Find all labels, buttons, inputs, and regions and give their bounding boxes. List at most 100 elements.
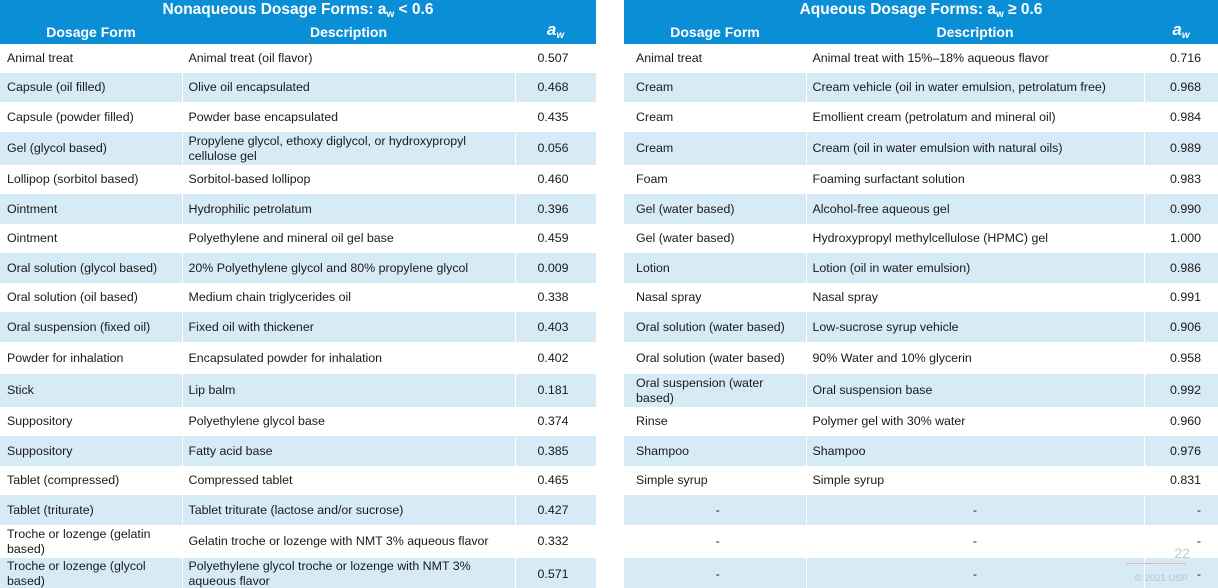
title-threshold: < 0.6 [394,1,434,18]
description-cell: Animal treat (oil flavor) [182,44,516,73]
table-row: --- [624,495,1218,525]
aw-value-cell: 0.385 [515,436,596,466]
dosage-form-cell: Troche or lozenge (glycol based) [0,558,183,588]
col-header-dosage-form: Dosage Form [670,24,760,40]
dosage-form-cell: Cream [624,132,807,165]
aw-value-cell: 0.396 [515,194,596,224]
aw-value-cell: 0.056 [515,132,596,165]
description-cell: Olive oil encapsulated [182,73,516,102]
description-cell: Foaming surfactant solution [806,165,1145,194]
table-row: Oral suspension (water based) Oral suspen… [624,374,1218,407]
dosage-form-cell: Stick [0,374,183,407]
aw-value-cell: 0.716 [1144,44,1218,73]
description-cell: - [806,525,1145,558]
aw-value-cell: - [1144,495,1218,525]
dosage-form-cell: Gel (water based) [624,194,807,224]
description-cell: Medium chain triglycerides oil [182,283,516,312]
table-row: Capsule (oil filled) Olive oil encapsulat… [0,73,596,102]
aqueous-table: Dosage Form Description aw Animal treat A… [624,21,1218,588]
aw-value-cell: - [1144,525,1218,558]
aw-value-cell: 0.990 [1144,194,1218,224]
table-row: Nasal spray Nasal spray 0.991 [624,283,1218,312]
dosage-form-cell: Powder for inhalation [0,342,183,374]
dosage-form-cell: Rinse [624,407,807,436]
description-cell: - [806,558,1145,588]
nonaqueous-panel: Nonaqueous Dosage Forms: aw < 0.6 Dosage… [0,0,596,588]
dosage-form-cell: Shampoo [624,436,807,466]
table-row: Simple syrup Simple syrup 0.831 [624,466,1218,495]
aw-value-cell: 0.960 [1144,407,1218,436]
aw-value-cell: 0.986 [1144,253,1218,283]
dosage-form-cell: Tablet (triturate) [0,495,183,525]
col-header-aw: aw [1144,21,1218,44]
aw-value-cell: 0.427 [515,495,596,525]
description-cell: Polyethylene glycol base [182,407,516,436]
dosage-form-cell: - [624,525,807,558]
dosage-form-cell: Tablet (compressed) [0,466,183,495]
description-cell: Oral suspension base [806,374,1145,407]
aw-value-cell: 0.338 [515,283,596,312]
dosage-form-cell: Cream [624,102,807,132]
table-row: Suppository Polyethylene glycol base 0.374 [0,407,596,436]
dosage-form-cell: Gel (water based) [624,224,807,253]
table-row: Oral solution (oil based) Medium chain tr… [0,283,596,312]
aw-value-cell: 0.460 [515,165,596,194]
aw-value-cell: 0.984 [1144,102,1218,132]
aw-value-cell: 0.468 [515,73,596,102]
dosage-form-cell: Lotion [624,253,807,283]
description-cell: Lotion (oil in water emulsion) [806,253,1145,283]
table-row: Ointment Polyethylene and mineral oil gel… [0,224,596,253]
aw-value-cell: 0.983 [1144,165,1218,194]
dosage-form-cell: Suppository [0,407,183,436]
description-cell: Gelatin troche or lozenge with NMT 3% aq… [182,525,516,558]
aw-value-cell: 0.374 [515,407,596,436]
description-cell: Polyethylene and mineral oil gel base [182,224,516,253]
description-cell: - [806,495,1145,525]
description-cell: 90% Water and 10% glycerin [806,342,1145,374]
description-cell: Hydroxypropyl methylcellulose (HPMC) gel [806,224,1145,253]
aw-value-cell: 0.403 [515,312,596,342]
table-row: Troche or lozenge (glycol based) Polyethy… [0,558,596,588]
dosage-form-cell: Oral solution (water based) [624,312,807,342]
dosage-form-cell: Lollipop (sorbitol based) [0,165,183,194]
dosage-form-cell: Oral suspension (water based) [624,374,807,407]
table-row: Gel (glycol based) Propylene glycol, etho… [0,132,596,165]
table-row: Troche or lozenge (gelatin based) Gelatin… [0,525,596,558]
title-threshold: ≥ 0.6 [1003,1,1043,18]
table-row: Gel (water based) Hydroxypropyl methylcel… [624,224,1218,253]
dosage-form-cell: Oral solution (glycol based) [0,253,183,283]
copyright-notice: © 2021 USP [1135,573,1188,584]
title-text: Nonaqueous Dosage Forms: a [162,1,387,18]
header-row: Dosage Form Description aw [0,21,596,44]
table-row: Stick Lip balm 0.181 [0,374,596,407]
table-row: Capsule (powder filled) Powder base encap… [0,102,596,132]
description-cell: Lip balm [182,374,516,407]
aw-letter: a [546,20,557,39]
description-cell: Low-sucrose syrup vehicle [806,312,1145,342]
dosage-form-cell: Oral solution (oil based) [0,283,183,312]
aw-value-cell: 0.507 [515,44,596,73]
table-row: Lollipop (sorbitol based) Sorbitol-based … [0,165,596,194]
dosage-form-cell: Simple syrup [624,466,807,495]
aqueous-panel: Aqueous Dosage Forms: aw ≥ 0.6 Dosage Fo… [624,0,1218,588]
description-cell: Encapsulated powder for inhalation [182,342,516,374]
page-number: 22 [1174,545,1190,561]
aw-value-cell: 0.989 [1144,132,1218,165]
description-cell: Compressed tablet [182,466,516,495]
table-row: Cream Emollient cream (petrolatum and min… [624,102,1218,132]
table-row: Oral suspension (fixed oil) Fixed oil wit… [0,312,596,342]
col-header-dosage-form: Dosage Form [46,24,136,40]
dosage-form-cell: Ointment [0,224,183,253]
description-cell: Powder base encapsulated [182,102,516,132]
aw-value-cell: 1.000 [1144,224,1218,253]
title-subscript: w [386,9,395,20]
col-header-aw: aw [515,21,596,44]
aw-value-cell: 0.831 [1144,466,1218,495]
table-row: Tablet (compressed) Compressed tablet 0.46… [0,466,596,495]
aw-subscript: w [1181,30,1190,41]
table-row: Oral solution (water based) Low-sucrose s… [624,312,1218,342]
description-cell: Animal treat with 15%–18% aqueous flavor [806,44,1145,73]
description-cell: Emollient cream (petrolatum and mineral … [806,102,1145,132]
table-row: Animal treat Animal treat (oil flavor) 0.5… [0,44,596,73]
table-row: Foam Foaming surfactant solution 0.983 [624,165,1218,194]
